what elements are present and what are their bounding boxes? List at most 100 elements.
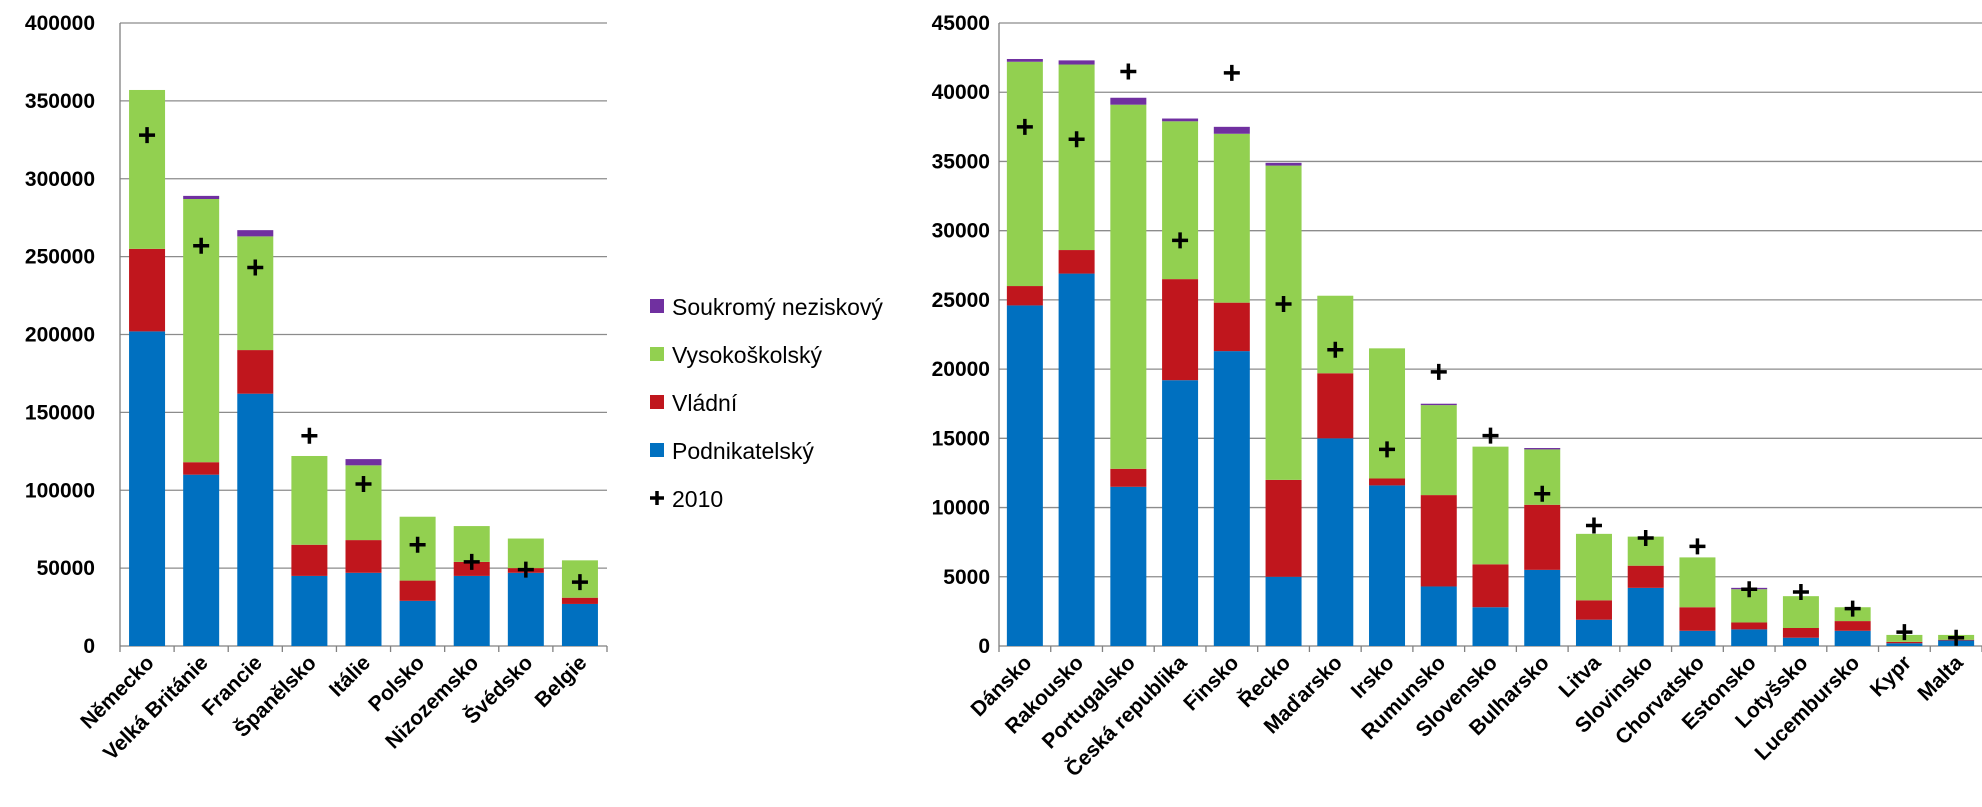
bar-segment [1420,495,1457,587]
bar-segment [399,580,436,601]
bar-segment [453,575,490,646]
marker-2010 [409,536,426,553]
legend: Soukromý neziskový Vysokoškolský Vládní Pod… [650,294,883,512]
right-chart: 0 5000 10000 15000 20000 25000 30000 35000 40000… [932,12,1982,781]
y-tick-label: 250000 [25,246,95,269]
bar-segment [1317,373,1354,439]
y-tick-label: 25000 [932,289,990,312]
bar-segment [1058,250,1095,274]
bar-segment [1265,576,1302,646]
marker-2010 [1482,427,1499,444]
marker-2010 [1016,118,1033,135]
bar-segment [345,540,382,573]
legend-swatch [650,347,664,361]
bar-segment [1524,448,1561,450]
bar-segment [1782,637,1819,646]
marker-2010 [1948,629,1965,646]
bar-segment [1679,607,1716,631]
marker-2010 [1896,624,1913,641]
legend-swatch [650,443,664,457]
bar-segment [183,462,220,475]
bar-segment [1058,60,1095,65]
marker-2010 [1120,63,1137,80]
bar-segment [1834,621,1871,631]
bar-segment [1162,279,1199,381]
marker-2010 [1741,581,1758,598]
legend-label: Vládní [672,390,738,416]
bar-segment [1886,641,1923,644]
marker-2010 [139,127,156,144]
marker-2010 [1327,341,1344,358]
bar-segment [129,248,166,332]
marker-2010 [1223,64,1240,81]
y-tick-label: 35000 [932,150,990,173]
bar-segment [1213,351,1250,646]
bar-segment [1110,486,1147,646]
y-tick-label: 150000 [25,401,95,424]
bar-segment [183,474,220,646]
bar-segment [561,597,598,604]
y-tick-label: 30000 [932,220,990,243]
marker-2010 [355,476,372,493]
legend-marker-plus [650,491,664,505]
marker-2010 [1275,296,1292,313]
bar-segment [1110,468,1147,487]
bar-segment [1213,126,1250,134]
marker-2010 [1172,232,1189,249]
marker-2010 [1379,441,1396,458]
y-tick-label: 10000 [932,497,990,520]
y-tick-label: 45000 [932,12,990,35]
bar-segment [1472,446,1509,565]
marker-2010 [1068,131,1085,148]
bar-segment [183,195,220,199]
marker-2010 [193,237,210,254]
x-category-label: Itálie [325,651,375,701]
y-tick-label: 200000 [25,324,95,347]
bar-segment [1679,557,1716,608]
marker-2010 [1689,538,1706,555]
y-tick-label: 100000 [25,479,95,502]
bar-segment [1058,273,1095,646]
bar-segment [1886,643,1923,646]
bar-segment [1162,380,1199,646]
bar-segment [345,572,382,646]
marker-2010 [1430,363,1447,380]
bar-segment [1162,118,1199,122]
legend-swatch [650,299,664,313]
bar-segment [1834,630,1871,646]
marker-2010 [1844,600,1861,617]
bar-segment [1679,630,1716,646]
bar-segment [1472,564,1509,608]
legend-swatch [650,395,664,409]
bar-segment [1213,302,1250,352]
marker-2010 [301,427,318,444]
bar-segment [1317,438,1354,646]
bar-segment [1162,121,1199,280]
bar-segment [1213,133,1250,303]
bar-segment [1627,565,1664,588]
legend-label: 2010 [672,486,723,512]
x-category-label: Kypr [1866,651,1916,701]
legend-label: Podnikatelský [672,438,814,464]
y-tick-label: 0 [978,635,990,658]
bar-segment [1782,628,1819,638]
marker-2010 [247,259,264,276]
bar-segment [561,603,598,646]
y-tick-label: 20000 [932,358,990,381]
bar-segment [1627,587,1664,646]
marker-2010 [1792,584,1809,601]
y-tick-label: 50000 [37,557,95,580]
bar-segment [1006,61,1043,287]
marker-2010 [1637,530,1654,547]
bar-segment [345,459,382,466]
bar-segment [237,230,274,237]
left-chart: 0 50000 100000 150000 200000 250000 300000 3500… [25,12,608,765]
marker-2010 [463,553,480,570]
y-tick-label: 300000 [25,168,95,191]
bar-segment [1420,403,1457,406]
marker-2010 [1534,485,1551,502]
bar-segment [291,455,328,545]
bar-segment [291,575,328,646]
bar-segment [1524,504,1561,570]
x-category-label: Belgie [531,651,592,712]
